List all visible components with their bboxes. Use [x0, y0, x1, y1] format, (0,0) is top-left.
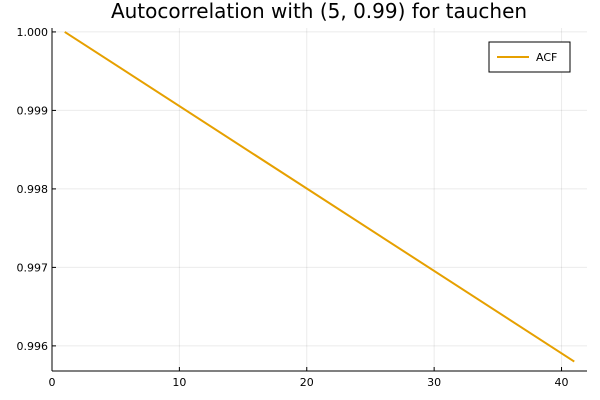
chart-title: Autocorrelation with (5, 0.99) for tauch…	[111, 0, 527, 23]
y-tick-label-4: 1.000	[17, 26, 49, 39]
axes: 0 10 20 30 40 0.996 0.997 0.998 0.999 1.000	[17, 26, 587, 389]
y-tick-label-1: 0.997	[17, 261, 49, 274]
y-tick-label-0: 0.996	[17, 340, 49, 353]
x-tick-label-2: 20	[300, 376, 314, 389]
x-tick-label-1: 10	[172, 376, 186, 389]
series-line-0	[64, 31, 575, 363]
y-tick-label-2: 0.998	[17, 183, 49, 196]
legend: ACF	[488, 41, 571, 73]
x-tick-label-0: 0	[49, 376, 56, 389]
x-tick-label-4: 40	[555, 376, 569, 389]
legend-label-0: ACF	[536, 51, 557, 64]
grid	[51, 28, 587, 371]
series-layer	[64, 31, 575, 363]
x-tick-label-3: 30	[427, 376, 441, 389]
y-tick-label-3: 0.999	[17, 104, 49, 117]
